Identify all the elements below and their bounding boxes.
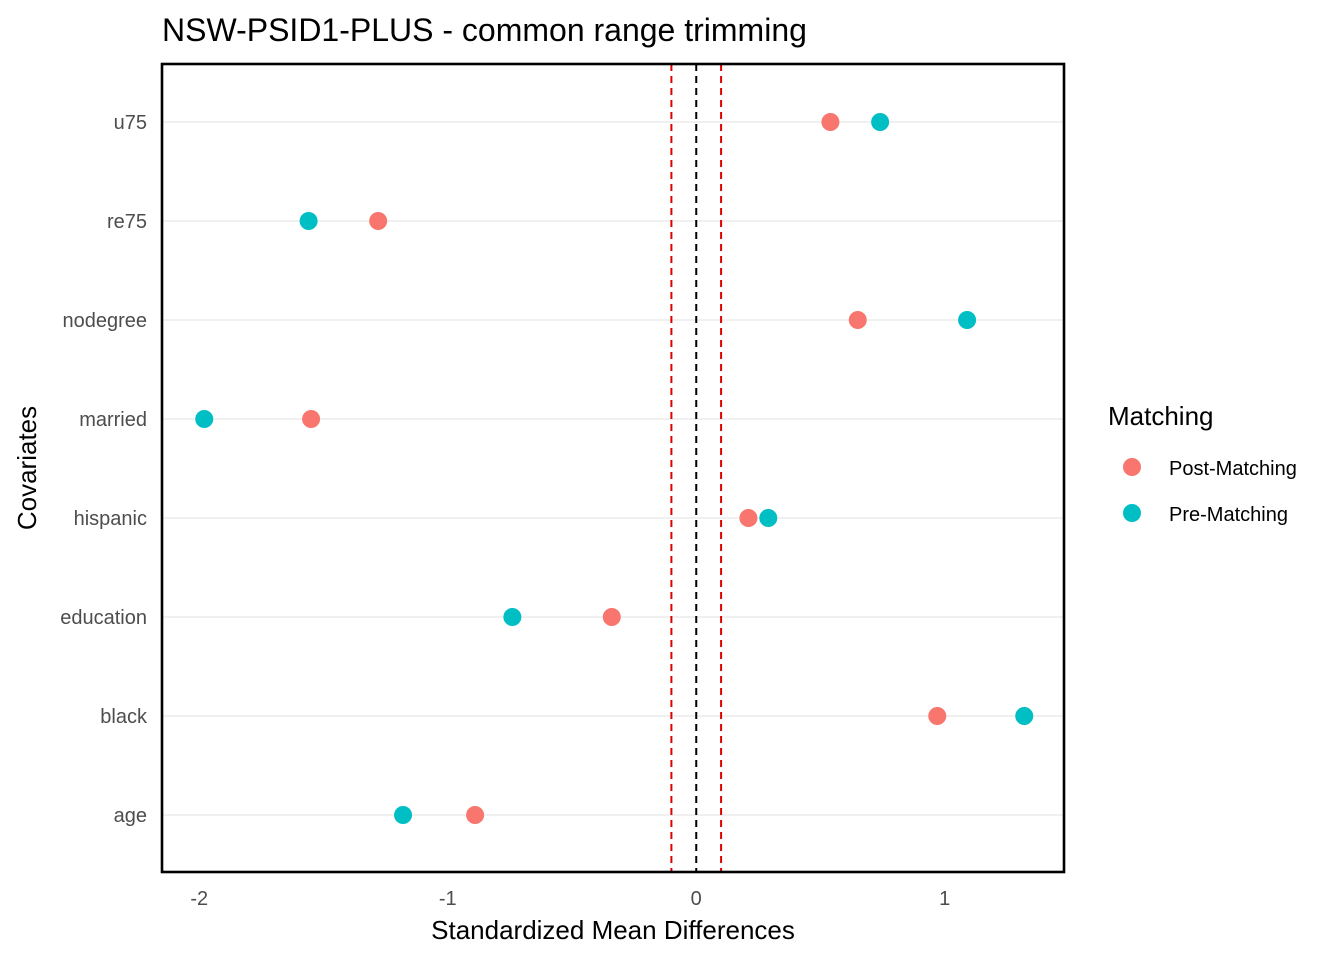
data-point [871,113,890,131]
data-point [394,806,413,824]
x-tick-label: -2 [190,888,208,910]
legend: Matching Post-Matching Pre-Matching [1108,401,1297,526]
y-tick-label: nodegree [62,310,147,332]
y-tick-label: age [114,805,147,827]
y-axis-title: Covariates [12,406,42,530]
y-tick-label: re75 [107,211,147,233]
data-point [739,509,758,527]
chart-title: NSW-PSID1-PLUS - common range trimming [162,12,807,48]
x-tick-label: 1 [939,888,950,910]
data-point [369,212,388,230]
x-tick-labels: -2 -1 0 1 [190,888,950,910]
data-point [302,410,321,428]
data-point [958,311,977,329]
x-tick-label: -1 [439,888,457,910]
x-tick-label: 0 [691,888,702,910]
data-point [195,410,214,428]
data-point [602,608,621,626]
data-point [1015,707,1034,725]
panel-border [160,62,1066,874]
legend-title: Matching [1108,401,1214,431]
data-point [299,212,318,230]
y-tick-label: married [79,409,147,431]
data-points [195,113,1034,824]
y-tick-label: black [100,706,148,728]
data-point [848,311,867,329]
legend-label: Pre-Matching [1169,504,1288,526]
legend-label: Post-Matching [1169,458,1297,480]
reference-lines [670,64,723,872]
y-tick-label: u75 [114,112,147,134]
y-tick-label: education [60,607,147,629]
data-point [503,608,522,626]
x-axis-title: Standardized Mean Differences [431,915,795,945]
data-point [759,509,778,527]
data-point [466,806,485,824]
legend-key [1123,504,1141,522]
legend-key [1123,458,1141,476]
y-tick-labels: age black education hispanic married nodegree… [60,112,148,827]
data-point [821,113,840,131]
y-tick-label: hispanic [74,508,147,530]
data-point [928,707,947,725]
grid [162,121,1064,816]
